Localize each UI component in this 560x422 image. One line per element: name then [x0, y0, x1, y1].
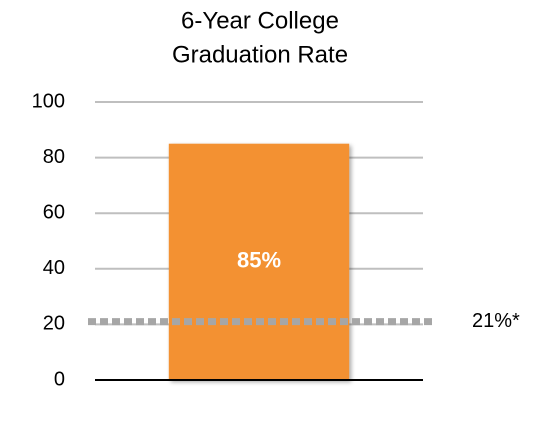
chart-title: 6-Year College [181, 7, 339, 34]
reference-label: 21%* [472, 310, 520, 332]
y-tick-label: 20 [43, 313, 65, 335]
data-label: 85% [237, 248, 281, 273]
chart-title: Graduation Rate [172, 41, 348, 68]
y-tick-label: 60 [43, 201, 65, 223]
y-tick-label: 0 [54, 368, 65, 390]
bar [168, 143, 350, 380]
y-tick-label: 100 [32, 90, 65, 112]
y-tick-label: 80 [43, 146, 65, 168]
y-tick-label: 40 [43, 257, 65, 279]
